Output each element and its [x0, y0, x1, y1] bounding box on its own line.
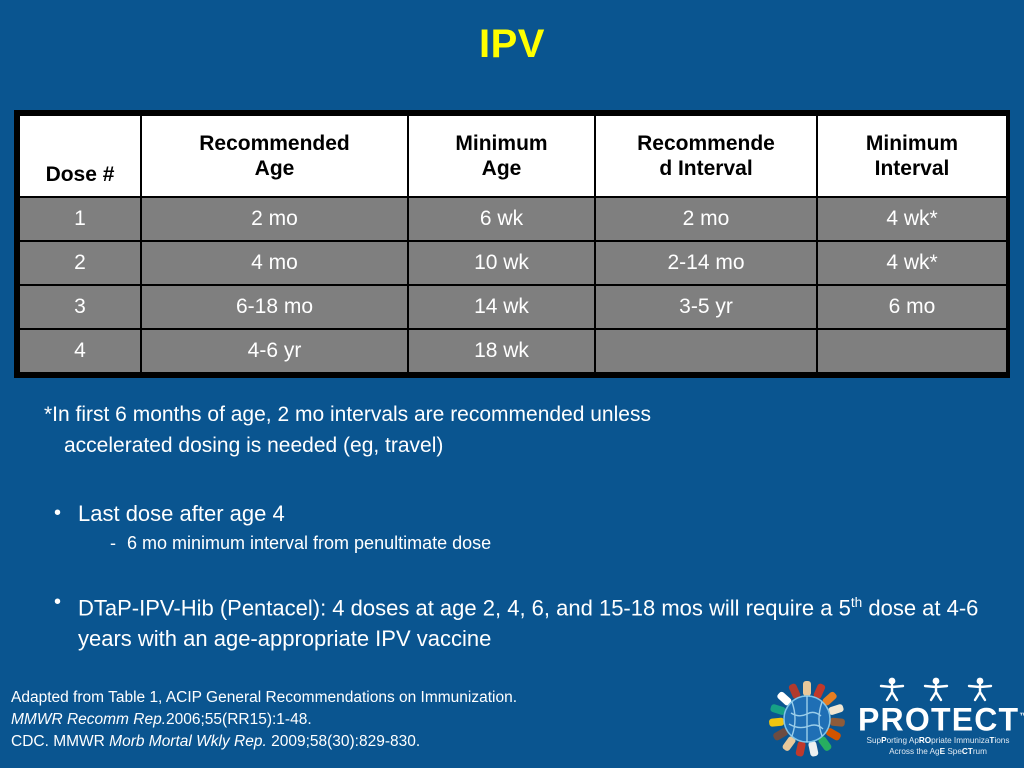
protect-mark: PROTECT™ SupPorting ApROpriate ImmunizaT… — [858, 676, 1024, 762]
protect-wordmark-text: PROTECT — [858, 701, 1020, 738]
cell-dose: 3 — [18, 284, 142, 330]
citation-line-2: MMWR Recomm Rep.2006;55(RR15):1-48. — [11, 709, 517, 731]
bullet-item-last-dose: • Last dose after age 4 — [48, 498, 988, 529]
footnote-text: *In first 6 months of age, 2 mo interval… — [44, 399, 974, 461]
footnote-line-2: accelerated dosing is needed (eg, travel… — [64, 434, 444, 457]
people-holding-hands-icon — [879, 677, 993, 702]
page-title: IPV — [479, 22, 545, 66]
bullet-item-last-dose-label: Last dose after age 4 — [78, 501, 285, 526]
protect-logo: PROTECT™ SupPorting ApROpriate ImmunizaT… — [762, 674, 1024, 764]
cell-minimum-age: 10 wk — [407, 240, 596, 286]
cell-recommended-interval — [594, 328, 818, 374]
cell-minimum-age: 14 wk — [407, 284, 596, 330]
cell-recommended-age: 2 mo — [140, 196, 409, 242]
table-row: 3 6-18 mo 14 wk 3-5 yr 6 mo — [18, 284, 1008, 330]
table-row: 4 4-6 yr 18 wk — [18, 328, 1008, 374]
column-header-minimum-age-l1: Minimum — [455, 132, 548, 155]
cell-recommended-interval: 2-14 mo — [594, 240, 818, 286]
cell-minimum-interval: 4 wk* — [816, 240, 1008, 286]
column-header-minimum-interval-l2: Interval — [874, 157, 950, 180]
column-header-recommended-age-l1: Recommended — [199, 132, 350, 155]
trademark-icon: ™ — [1019, 711, 1024, 721]
protect-tagline-line-2: Across the AgE SpeCTrum — [889, 747, 987, 756]
cell-recommended-age: 4-6 yr — [140, 328, 409, 374]
cell-minimum-age: 18 wk — [407, 328, 596, 374]
table-body: 1 2 mo 6 wk 2 mo 4 wk* 2 4 mo 10 wk 2-14… — [18, 196, 1008, 374]
cell-recommended-age: 4 mo — [140, 240, 409, 286]
column-header-recommended-interval: Recommende d Interval — [594, 114, 818, 198]
cell-minimum-interval — [816, 328, 1008, 374]
protect-tagline: SupPorting ApROpriate ImmunizaTions Acro… — [858, 735, 1018, 757]
table-row: 1 2 mo 6 wk 2 mo 4 wk* — [18, 196, 1008, 242]
cell-minimum-interval: 4 wk* — [816, 196, 1008, 242]
column-header-recommended-interval-l1: Recommende — [637, 132, 775, 155]
citation-line-3-rest: 2009;58(30):829-830. — [266, 733, 421, 750]
column-header-minimum-age: Minimum Age — [407, 114, 596, 198]
citation-line-2-rest: 2006;55(RR15):1-48. — [166, 711, 312, 728]
citation-line-2-journal: MMWR Recomm Rep. — [11, 711, 167, 728]
bullet-dot-icon: • — [54, 591, 62, 613]
column-header-recommended-age: Recommended Age — [140, 114, 409, 198]
cell-recommended-interval: 2 mo — [594, 196, 818, 242]
column-header-dose-label: Dose # — [45, 163, 115, 186]
column-header-minimum-age-l2: Age — [481, 157, 522, 180]
bullet-item-pentacel-part2: dose at 4-6 years with an age-appropriat… — [78, 595, 979, 652]
citation-line-3: CDC. MMWR Morb Mortal Wkly Rep. 2009;58(… — [11, 731, 517, 753]
column-header-minimum-interval-l1: Minimum — [865, 132, 959, 155]
citation-line-3-journal: Morb Mortal Wkly Rep. — [109, 733, 267, 750]
citation-line-1: Adapted from Table 1, ACIP General Recom… — [11, 689, 518, 706]
footnote-line-1: *In first 6 months of age, 2 mo interval… — [44, 403, 651, 426]
bullet-item-pentacel-superscript: th — [850, 595, 863, 610]
citation-block: Adapted from Table 1, ACIP General Recom… — [11, 687, 517, 753]
column-header-dose: Dose # — [18, 114, 142, 198]
dash-icon: - — [110, 533, 116, 553]
cell-dose: 1 — [18, 196, 142, 242]
table-header-row: Dose # Recommended Age Minimum Age Recom… — [18, 114, 1008, 198]
cell-dose: 2 — [18, 240, 142, 286]
column-header-recommended-interval-l2: d Interval — [659, 157, 753, 180]
protect-wordmark: PROTECT™ — [858, 699, 1024, 738]
sub-bullet-min-interval: - 6 mo minimum interval from penultimate… — [48, 529, 988, 557]
cell-recommended-interval: 3-5 yr — [594, 284, 818, 330]
column-header-minimum-interval: Minimum Interval — [816, 114, 1008, 198]
protect-tagline-line-1: SupPorting ApROpriate ImmunizaTions — [866, 736, 1010, 745]
column-header-recommended-age-l2: Age — [254, 157, 295, 180]
bullet-item-pentacel-part1: DTaP-IPV-Hib (Pentacel): 4 doses at age … — [78, 595, 851, 621]
cell-minimum-age: 6 wk — [407, 196, 596, 242]
table-row: 2 4 mo 10 wk 2-14 mo 4 wk* — [18, 240, 1008, 286]
cell-recommended-age: 6-18 mo — [140, 284, 409, 330]
bullet-item-pentacel: • DTaP-IPV-Hib (Pentacel): 4 doses at ag… — [48, 587, 988, 654]
citation-line-3-pre: CDC. MMWR — [11, 733, 110, 750]
bullet-spacer — [48, 557, 988, 587]
immunization-schedule-table: Dose # Recommended Age Minimum Age Recom… — [14, 110, 1010, 378]
sub-bullet-min-interval-label: 6 mo minimum interval from penultimate d… — [127, 533, 492, 553]
bullet-list: • Last dose after age 4 - 6 mo minimum i… — [48, 498, 988, 654]
globe-with-hands-icon — [769, 681, 845, 757]
bullet-dot-icon: • — [54, 502, 62, 524]
cell-dose: 4 — [18, 328, 142, 374]
cell-minimum-interval: 6 mo — [816, 284, 1008, 330]
